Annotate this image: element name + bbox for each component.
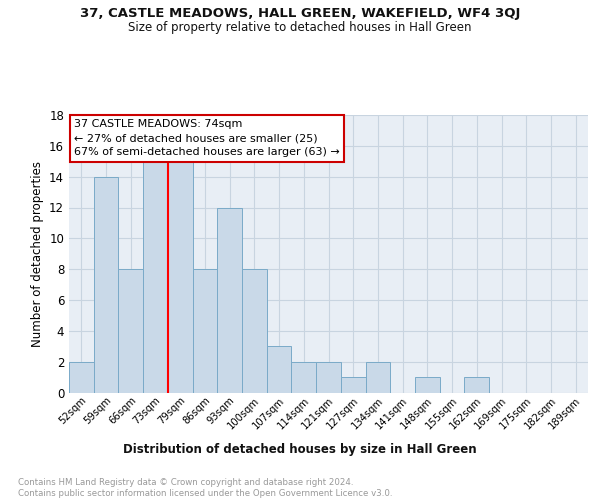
Bar [316, 362, 341, 392]
Y-axis label: Number of detached properties: Number of detached properties [31, 161, 44, 347]
Bar [292, 362, 316, 392]
Bar [69, 362, 94, 392]
Text: 37 CASTLE MEADOWS: 74sqm
← 27% of detached houses are smaller (25)
67% of semi-d: 37 CASTLE MEADOWS: 74sqm ← 27% of detach… [74, 119, 340, 157]
Bar [118, 269, 143, 392]
Text: Contains HM Land Registry data © Crown copyright and database right 2024.
Contai: Contains HM Land Registry data © Crown c… [18, 478, 392, 498]
Bar [415, 377, 440, 392]
Bar [143, 161, 168, 392]
Bar [168, 161, 193, 392]
Bar [242, 269, 267, 392]
Bar [267, 346, 292, 393]
Bar [193, 269, 217, 392]
Bar [217, 208, 242, 392]
Text: 37, CASTLE MEADOWS, HALL GREEN, WAKEFIELD, WF4 3QJ: 37, CASTLE MEADOWS, HALL GREEN, WAKEFIEL… [80, 8, 520, 20]
Bar [341, 377, 365, 392]
Bar [464, 377, 489, 392]
Text: Distribution of detached houses by size in Hall Green: Distribution of detached houses by size … [123, 442, 477, 456]
Text: Size of property relative to detached houses in Hall Green: Size of property relative to detached ho… [128, 21, 472, 34]
Bar [94, 176, 118, 392]
Bar [365, 362, 390, 392]
